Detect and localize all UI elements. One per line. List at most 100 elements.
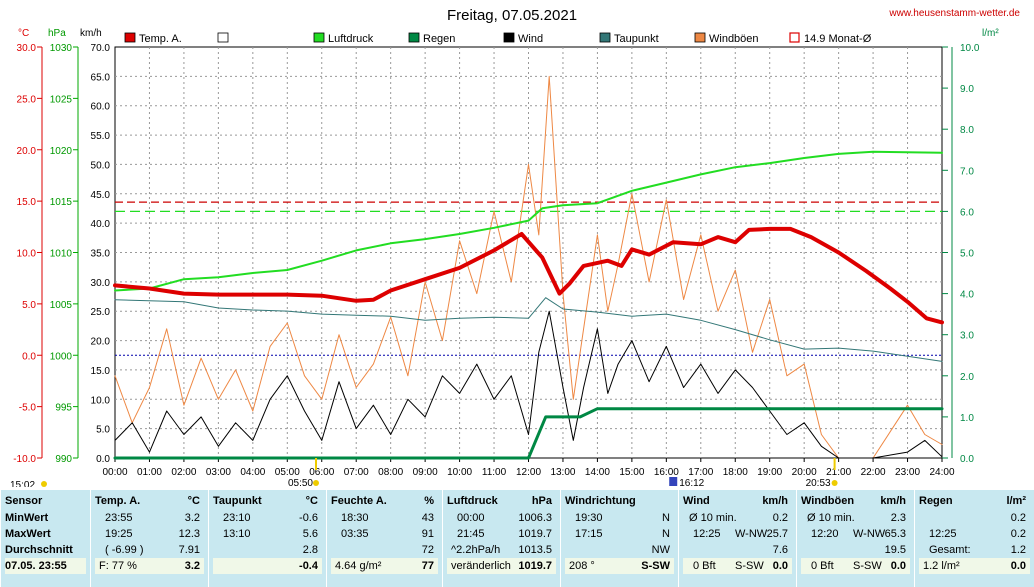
temp-tick-label: 25.0: [17, 94, 37, 105]
moon-icon: [669, 477, 678, 486]
taupunkt-min-time: 23:10: [223, 512, 251, 524]
regen-max-time: 12:25: [929, 528, 957, 540]
regen-day-note: 1.2 l/m²: [923, 560, 960, 572]
luftdruck-max-time: 21:45: [457, 528, 485, 540]
windboen-max-dir: W-NW: [853, 528, 886, 540]
kmh-tick-label: 0.0: [96, 454, 110, 465]
legend-label: Windböen: [709, 33, 759, 45]
taupunkt-avg-value: 2.8: [302, 544, 318, 556]
legend-swatch: [599, 32, 611, 43]
hpa-tick-label: 1015: [50, 197, 73, 208]
time-tick-label: 05:00: [275, 467, 300, 478]
time-tick-label: 17:00: [688, 467, 713, 478]
temp-avg-value: 7.91: [178, 544, 200, 556]
windrichtung-max-value: N: [662, 528, 670, 540]
time-tick-label: 03:00: [206, 467, 231, 478]
wind-column: Wind km/h Ø 10 min. 0.2 12:25 W-NW 25.7 7.6 …: [678, 490, 796, 587]
feuchte-min-value: 43: [421, 512, 434, 524]
time-tick-label: 10:00: [447, 467, 472, 478]
time-tick-label: 20:00: [792, 467, 817, 478]
taupunkt-unit: °C: [305, 495, 318, 507]
kmh-tick-label: 50.0: [91, 160, 111, 171]
windboen-avg-value: 19.5: [884, 544, 906, 556]
series-line-windböen: [114, 75, 943, 459]
rain-unit-label: l/m²: [982, 28, 999, 39]
windrichtung-avg-value: NW: [651, 544, 670, 556]
kmh-unit-label: km/h: [80, 28, 102, 39]
legend-label: 14.9 Monat-Ø: [804, 33, 872, 45]
rain-tick-label: 7.0: [960, 166, 974, 177]
temp-feel: F: 77 %: [99, 560, 137, 572]
time-tick-label: 14:00: [585, 467, 610, 478]
time-tick-label: 13:00: [550, 467, 575, 478]
chart-legend: Temp. A. Luftdruck Regen Wind Taupunkt Windbö…: [124, 32, 872, 45]
regen-total-label: Gesamt:: [929, 544, 971, 556]
luftdruck-min-value: 1006.3: [518, 512, 552, 524]
time-tick-label: 08:00: [378, 467, 403, 478]
time-tick-label: 06:00: [309, 467, 334, 478]
rain-tick-label: 8.0: [960, 125, 974, 136]
rain-tick-label: 4.0: [960, 290, 974, 301]
kmh-tick-label: 55.0: [91, 131, 111, 142]
temp-max-time: 19:25: [105, 528, 133, 540]
windrichtung-current-value: S-SW: [641, 560, 670, 572]
chart-series: [113, 75, 944, 460]
min-label: MinWert: [5, 512, 49, 524]
sensor-column: Sensor MinWert MaxWert Durchschnitt 07.0…: [0, 490, 90, 587]
time-tick-label: 15:00: [619, 467, 644, 478]
hpa-tick-label: 990: [55, 454, 72, 465]
rain-tick-label: 10.0: [960, 43, 980, 54]
kmh-tick-label: 5.0: [96, 425, 110, 436]
legend-label: Temp. A.: [139, 33, 182, 45]
time-tick-label: 24:00: [929, 467, 954, 478]
left-sun-icon: [41, 481, 47, 487]
time-tick-label: 12:00: [516, 467, 541, 478]
legend-swatch: [124, 32, 136, 43]
rain-tick-label: 9.0: [960, 84, 974, 95]
kmh-tick-label: 60.0: [91, 102, 111, 113]
series-line-luftdruck: [114, 150, 943, 292]
wind-avg-value: 7.6: [772, 544, 788, 556]
weather-chart: Freitag, 07.05.2021 www.heusenstamm-wett…: [10, 7, 1020, 487]
kmh-tick-label: 70.0: [91, 43, 111, 54]
rain-tick-label: 1.0: [960, 413, 974, 424]
wind-max-value: 25.7: [766, 528, 788, 540]
taupunkt-header: Taupunkt: [213, 495, 262, 507]
kmh-tick-label: 35.0: [91, 249, 111, 260]
temp-tick-label: 15.0: [17, 197, 37, 208]
time-markers: 05:50 20:53 16:12 15:02: [10, 458, 838, 487]
wind-avg10-label: Ø 10 min.: [689, 512, 737, 524]
hpa-unit-label: hPa: [48, 28, 66, 39]
windboen-column: Windböen km/h Ø 10 min. 2.3 12:20 W-NW 65.3 …: [796, 490, 914, 587]
legend-swatch: [408, 32, 420, 43]
luftdruck-header: Luftdruck: [447, 495, 498, 507]
temp-avg-note: ( -6.99 ): [105, 544, 144, 556]
time-tick-label: 23:00: [895, 467, 920, 478]
temp-tick-label: 10.0: [17, 249, 37, 260]
wind-unit: km/h: [762, 495, 788, 507]
windrichtung-min-time: 19:30: [575, 512, 603, 524]
time-tick-label: 22:00: [861, 467, 886, 478]
wind-avg10-value: 0.2: [772, 512, 788, 524]
temp-tick-label: 5.0: [22, 300, 36, 311]
kmh-tick-label: 25.0: [91, 307, 111, 318]
luftdruck-trend: ^2.2hPa/h: [451, 544, 501, 556]
temp-min-time: 23:55: [105, 512, 133, 524]
sunset-label: 20:53: [806, 478, 831, 487]
left-time-label: 15:02: [10, 480, 35, 487]
legend-swatch: [313, 32, 325, 43]
wind-bft: 0 Bft: [693, 560, 716, 572]
legend-swatch: [217, 32, 229, 43]
legend-swatch: [789, 32, 800, 43]
source-link[interactable]: www.heusenstamm-wetter.de: [888, 8, 1020, 19]
windboen-current-dir: S-SW: [853, 560, 882, 572]
regen-column: Regen l/m² 0.2 12:25 0.2 Gesamt: 1.2 1.2 l/…: [914, 490, 1034, 587]
time-tick-label: 18:00: [723, 467, 748, 478]
hpa-tick-label: 1010: [50, 249, 73, 260]
kmh-tick-label: 40.0: [91, 219, 111, 230]
windrichtung-degrees: 208 °: [569, 560, 595, 572]
time-tick-label: 04:00: [240, 467, 265, 478]
taupunkt-min-value: -0.6: [299, 512, 318, 524]
windrichtung-column: Windrichtung 19:30 N 17:15 N NW 208 ° S-SW: [560, 490, 678, 587]
legend-label: Regen: [423, 33, 455, 45]
